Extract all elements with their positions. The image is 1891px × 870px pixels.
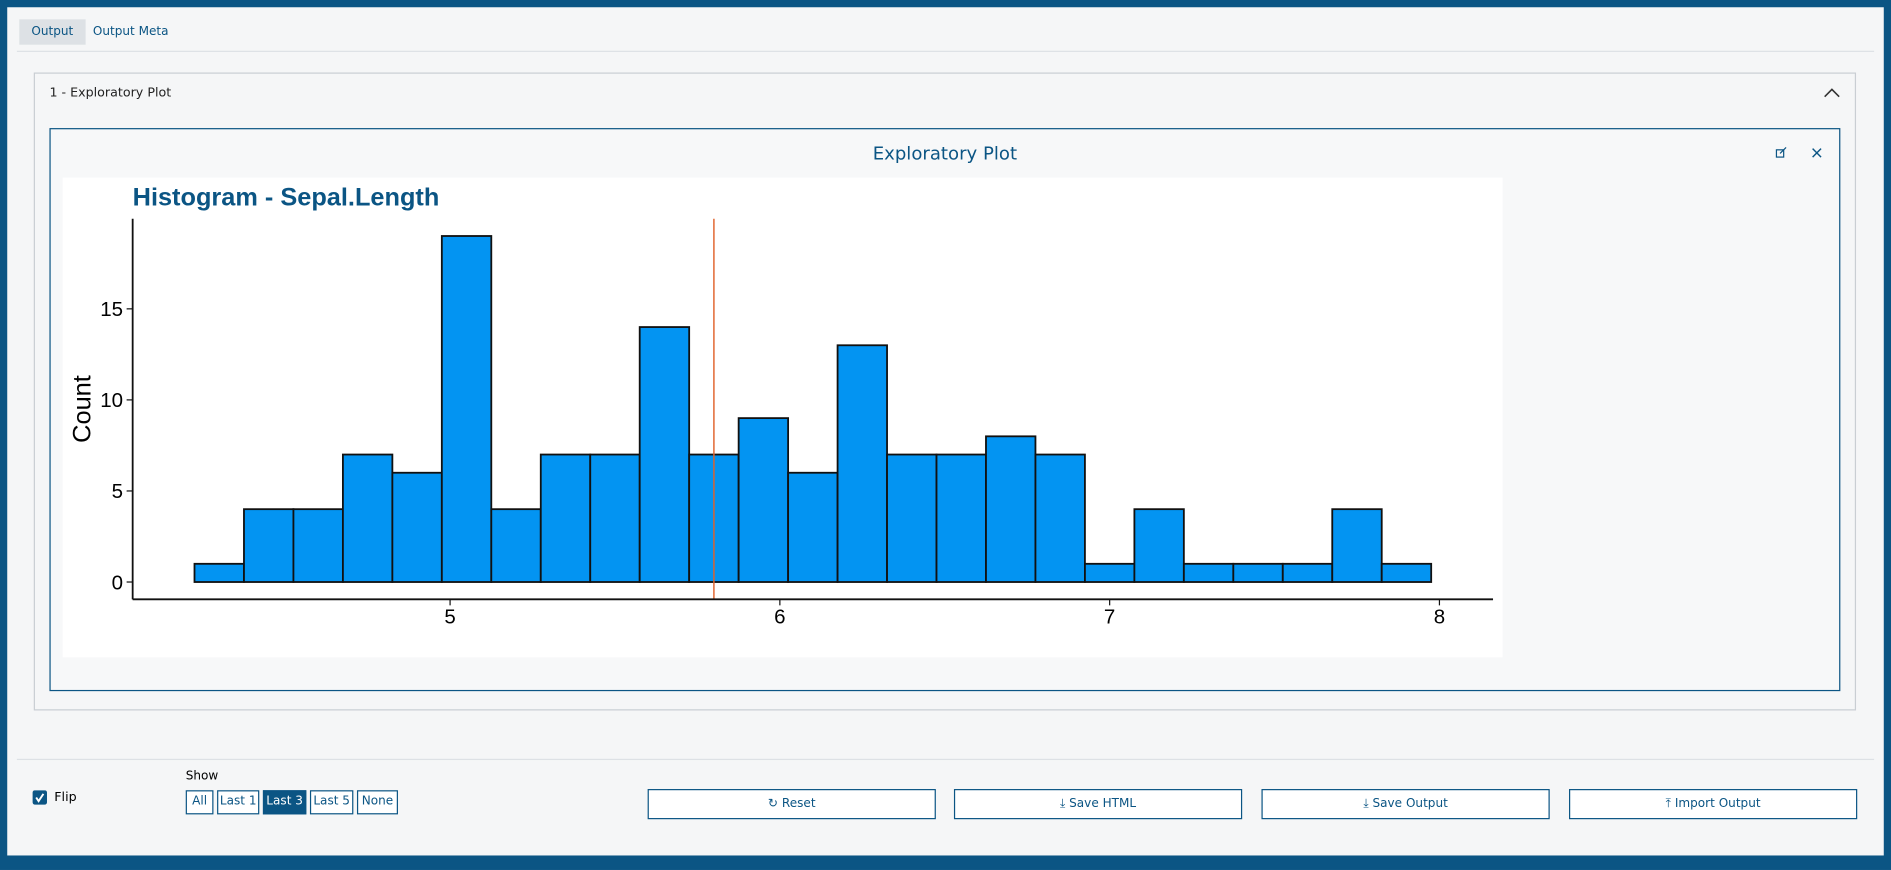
save-html-button[interactable]: ⤓ Save HTML <box>953 789 1243 820</box>
divider <box>16 758 1875 761</box>
bar <box>589 453 641 583</box>
bar <box>1281 562 1334 583</box>
bar <box>193 562 245 583</box>
close-icon[interactable] <box>1811 147 1822 158</box>
bar <box>638 326 691 583</box>
panel-title: 1 - Exploratory Plot <box>49 85 172 101</box>
x-tick-label: 6 <box>774 605 785 628</box>
chart-title: Histogram - Sepal.Length <box>133 183 440 211</box>
panel <box>33 72 1857 711</box>
button-label: Import Output <box>1674 797 1761 811</box>
y-tick-label: 10 <box>100 389 123 412</box>
bar <box>391 471 443 583</box>
divider <box>16 50 1875 52</box>
chart: Histogram - Sepal.Length Count 0 5 10 15 5 6 7 8 <box>62 177 1503 658</box>
bar <box>1380 562 1433 583</box>
bar <box>1133 508 1185 583</box>
y-tick-label: 5 <box>112 480 123 503</box>
bar <box>1084 562 1136 583</box>
checkbox[interactable] <box>32 790 48 805</box>
bar <box>836 344 888 583</box>
show-button[interactable]: Last 3 <box>262 790 307 815</box>
x-tick-label: 7 <box>1104 605 1115 628</box>
bar <box>787 471 839 583</box>
bar <box>1182 562 1235 583</box>
bar <box>1232 562 1284 583</box>
button-label: Save Output <box>1372 797 1448 811</box>
bar <box>341 453 394 583</box>
show-button[interactable]: None <box>356 790 398 815</box>
bar <box>440 235 493 583</box>
card-title: Exploratory Plot <box>872 142 1018 165</box>
bar <box>737 417 790 583</box>
show-button[interactable]: Last 1 <box>217 790 260 815</box>
bar <box>1331 508 1383 583</box>
bar <box>886 453 938 583</box>
bar <box>243 508 295 583</box>
bar <box>935 453 987 583</box>
show-label: Show <box>185 769 219 783</box>
bar <box>539 453 592 583</box>
button-label: Reset <box>781 797 816 811</box>
x-tick-label: 8 <box>1434 605 1445 628</box>
x-tick-label: 5 <box>444 605 455 628</box>
tab[interactable]: Output <box>19 19 86 45</box>
save-output-button[interactable]: ⤓ Save Output <box>1261 789 1550 820</box>
y-tick-label: 0 <box>112 571 123 594</box>
collapse-icon[interactable] <box>1823 87 1840 99</box>
y-tick-label: 15 <box>100 298 123 321</box>
edit-icon[interactable] <box>1775 146 1788 159</box>
bar <box>985 435 1037 583</box>
bar <box>490 508 542 583</box>
reset-button[interactable]: ↻ Reset <box>647 789 936 820</box>
bar <box>1034 453 1086 583</box>
checkbox-label: Flip <box>54 790 77 805</box>
tab[interactable]: Output Meta <box>92 25 169 39</box>
bar <box>292 508 344 583</box>
import-output-button[interactable]: ⤒ Import Output <box>1569 789 1858 820</box>
show-button[interactable]: All <box>185 790 214 815</box>
button-label: Save HTML <box>1069 797 1137 811</box>
show-button[interactable]: Last 5 <box>309 790 354 815</box>
y-axis-label: Count <box>68 375 96 443</box>
